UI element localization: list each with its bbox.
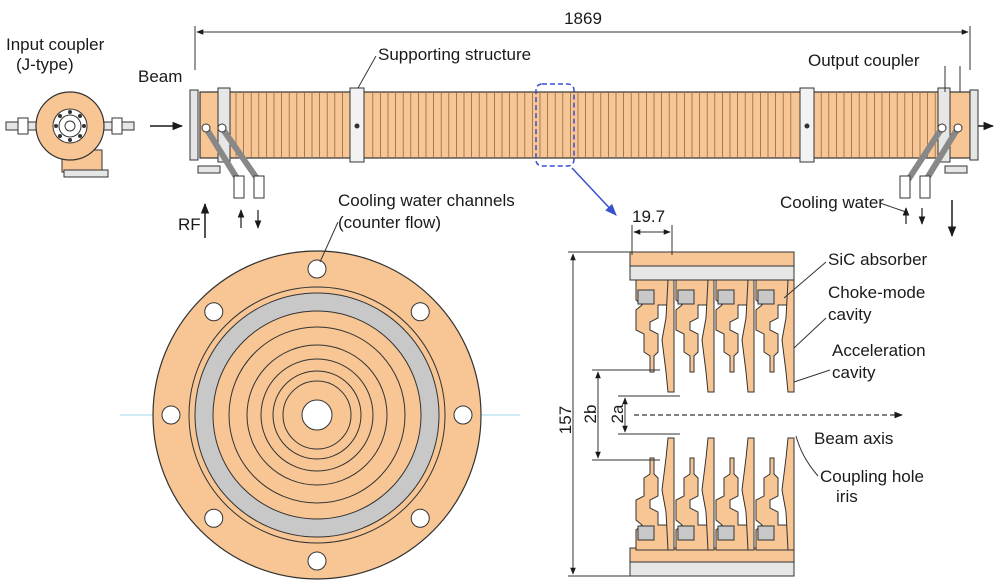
- cooling-channels-label: Cooling water channels: [338, 191, 515, 210]
- length-dimension: 1869: [194, 9, 971, 70]
- structure-side-view: [189, 66, 979, 199]
- input-coupler-label: Input coupler: [6, 35, 105, 54]
- cooling-water-label: Cooling water: [780, 193, 884, 212]
- length-value: 1869: [564, 9, 602, 28]
- coupling-iris-label: iris: [836, 487, 858, 506]
- cavity-detail: [629, 251, 903, 577]
- cooling-channels-sub-label: (counter flow): [338, 213, 441, 232]
- coupling-hole-label: Coupling hole: [820, 467, 924, 486]
- dim-2a: 2a: [608, 404, 627, 423]
- height-dimension: 157: [556, 406, 575, 434]
- supporting-structure-label: Supporting structure: [378, 45, 531, 64]
- sic-absorber-label: SiC absorber: [828, 250, 928, 269]
- beam-axis-label: Beam axis: [814, 429, 893, 448]
- choke-mode-label: Choke-mode: [828, 283, 925, 302]
- acceleration-sub-label: cavity: [832, 363, 876, 382]
- cross-section: [120, 250, 520, 580]
- rf-label: RF: [178, 215, 201, 234]
- period-dimension: 19.7: [632, 207, 665, 226]
- detail-callout-arrow: [571, 167, 617, 216]
- output-coupler-label: Output coupler: [808, 51, 920, 70]
- dim-2b: 2b: [581, 405, 600, 424]
- input-coupler-type-label: (J-type): [16, 55, 74, 74]
- detail-callout-box: [535, 83, 575, 167]
- cooling-channel-holes: [161, 259, 473, 571]
- choke-mode-sub-label: cavity: [828, 305, 872, 324]
- beam-label: Beam: [138, 67, 182, 86]
- acceleration-label: Acceleration: [832, 341, 926, 360]
- input-coupler-end-view: Input coupler (J-type): [5, 35, 135, 178]
